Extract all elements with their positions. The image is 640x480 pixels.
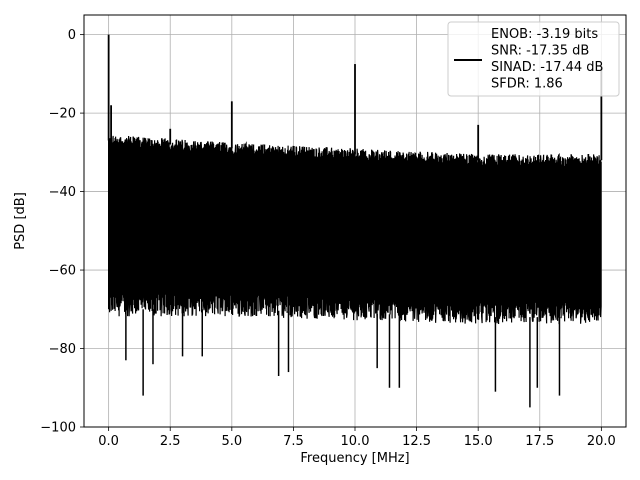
- legend: ENOB: -3.19 bits SNR: -17.35 dB SINAD: -…: [447, 21, 620, 97]
- axis-ticks: 0.0 2.5 5.0 7.5 10.0 12.5 15.0 17.5 20.0 0 −20 −40 −…: [40, 28, 616, 449]
- y-axis-label: PSD [dB]: [13, 192, 28, 250]
- psd-series: [107, 34, 603, 408]
- x-tick-label: 2.5: [160, 434, 181, 449]
- x-tick-label: 10.0: [341, 434, 370, 449]
- legend-snr: SNR: -17.35 dB: [491, 44, 589, 59]
- y-tick-label: −60: [49, 264, 76, 279]
- psd-noise-trace: [108, 135, 602, 325]
- legend-box: [447, 21, 620, 97]
- y-tick-label: −20: [49, 107, 76, 122]
- x-tick-label: 15.0: [464, 434, 493, 449]
- x-tick-label: 17.5: [525, 434, 554, 449]
- y-tick-label: 0: [68, 28, 76, 43]
- legend-sinad: SINAD: -17.44 dB: [491, 60, 603, 75]
- x-axis-label: Frequency [MHz]: [300, 451, 409, 466]
- y-tick-label: −40: [49, 185, 76, 200]
- x-tick-label: 20.0: [587, 434, 616, 449]
- y-tick-label: −100: [40, 421, 76, 436]
- x-tick-label: 12.5: [402, 434, 431, 449]
- legend-enob: ENOB: -3.19 bits: [491, 27, 598, 42]
- y-tick-label: −80: [49, 342, 76, 357]
- x-tick-label: 7.5: [283, 434, 304, 449]
- x-tick-label: 5.0: [221, 434, 242, 449]
- x-tick-label: 0.0: [98, 434, 119, 449]
- legend-sfdr: SFDR: 1.86: [491, 77, 563, 92]
